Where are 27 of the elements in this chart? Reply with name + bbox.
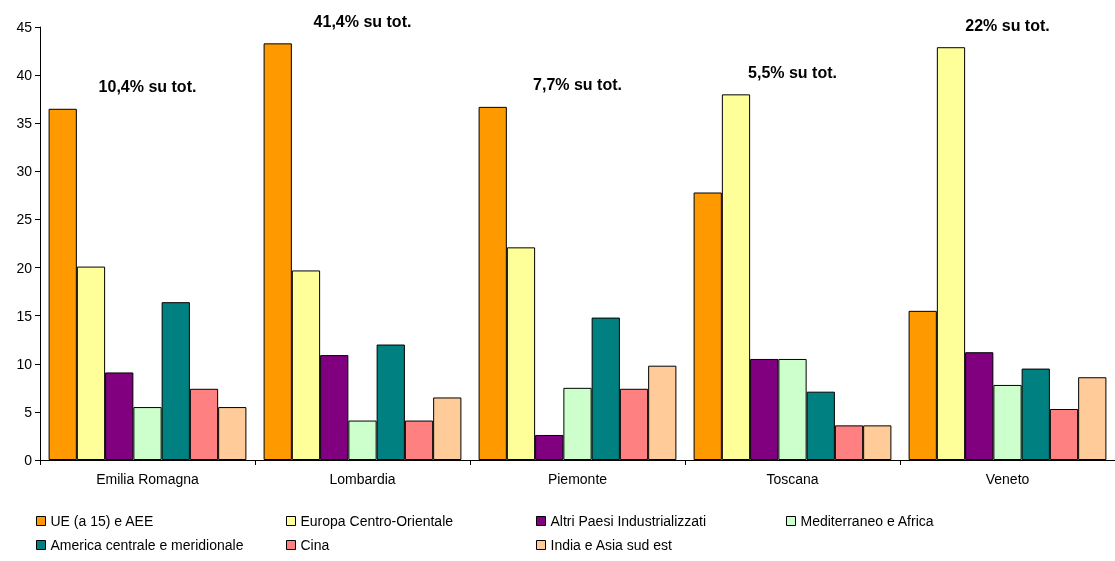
- y-tick-label: 10: [16, 355, 33, 372]
- y-tick-label: 45: [16, 19, 33, 35]
- y-tick-label: 5: [24, 403, 33, 420]
- y-tick-label: 35: [16, 115, 33, 132]
- legend-label: Altri Paesi Industrializzati: [550, 513, 707, 529]
- x-tick-label: Piemonte: [547, 471, 608, 487]
- y-tick-label: 0: [24, 452, 33, 468]
- legend-label: Europa Centro-Orientale: [300, 513, 454, 529]
- legend-label: UE (a 15) e AEE: [50, 513, 154, 529]
- annotation: 10,4% su tot.: [98, 78, 197, 96]
- y-tick-label: 20: [16, 259, 33, 276]
- y-tick-label: 30: [16, 163, 33, 180]
- legend-label: Mediterraneo e Africa: [800, 513, 934, 529]
- y-tick-label: 15: [16, 307, 33, 324]
- x-tick-label: Emilia Romagna: [96, 471, 200, 487]
- x-tick-label: Lombardia: [329, 471, 396, 487]
- annotation: 41,4% su tot.: [313, 12, 412, 30]
- y-tick-label: 25: [16, 211, 33, 228]
- annotation: 22% su tot.: [965, 16, 1050, 34]
- annotation: 5,5% su tot.: [748, 63, 837, 81]
- y-tick-label: 40: [16, 67, 33, 84]
- x-tick-label: Veneto: [985, 471, 1030, 487]
- legend-label: India e Asia sud est: [550, 537, 673, 553]
- legend-label: Cina: [300, 537, 330, 553]
- legend-label: America centrale e meridionale: [50, 537, 244, 553]
- annotation: 7,7% su tot.: [533, 76, 622, 94]
- x-tick-label: Toscana: [766, 471, 819, 487]
